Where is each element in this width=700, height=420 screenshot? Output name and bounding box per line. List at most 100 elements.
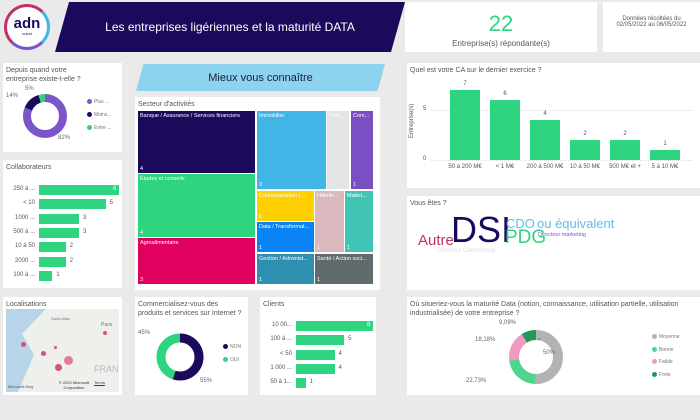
word-autre: Autre [418, 232, 454, 249]
map[interactable]: Saint-Malo Paris FRANC Microsoft Bing © … [6, 309, 119, 392]
legend-item[interactable]: NON [223, 344, 241, 350]
bar[interactable] [39, 185, 119, 195]
y-axis-title: Entreprise(s) [409, 103, 415, 138]
legend-item[interactable]: OUI [223, 357, 239, 363]
map-dot[interactable] [103, 331, 107, 335]
map-dot[interactable] [55, 364, 62, 371]
legend-item[interactable]: Forte [652, 372, 671, 378]
tile-label: Distr... [329, 113, 345, 119]
internet-panel: Commercialisez-vous des produits et serv… [135, 297, 248, 395]
map-terms-link[interactable]: Terms [94, 380, 105, 385]
word-pdg: PDG [505, 227, 547, 248]
page-title: Les entreprises ligériennes et la maturi… [105, 20, 355, 34]
tile-label: Com... [353, 113, 370, 119]
slice-label: 50% [543, 350, 556, 356]
treemap-tile[interactable]: Immobilier 3 [257, 111, 326, 189]
word-ou-equivalent: ou équivalent [537, 216, 615, 231]
bar[interactable] [296, 349, 335, 360]
data-label: 2 [69, 257, 73, 264]
bar[interactable] [39, 256, 66, 267]
bar[interactable] [296, 321, 373, 331]
map-dot[interactable] [41, 351, 46, 356]
bar[interactable] [490, 100, 520, 160]
gridline [431, 110, 693, 111]
bar[interactable] [39, 242, 66, 253]
category-label: 100 à ... [13, 271, 35, 278]
treemap-tile[interactable]: Hôtelle... 1 [315, 191, 344, 252]
category-label: 1000 ... [14, 214, 35, 221]
treemap-tile[interactable]: Distr... 1 [327, 111, 349, 189]
tile-value: 3 [259, 182, 263, 188]
map-dot[interactable] [54, 346, 57, 349]
bar[interactable] [296, 335, 345, 346]
legend-dot-icon [223, 344, 228, 350]
legend-label: Moyenne [659, 334, 680, 340]
bar[interactable] [530, 120, 560, 160]
slice-label: 5% [25, 86, 34, 92]
map-copyright: © 2022 Microsoft Corporation [58, 380, 90, 390]
bar[interactable] [296, 378, 306, 389]
bar[interactable] [296, 363, 335, 374]
legend-item[interactable]: Moins... [87, 112, 112, 118]
bar[interactable] [570, 140, 600, 160]
legend-label: Plus ... [94, 99, 110, 105]
date-card: Données récoltées du 02/05/2022 au 06/05… [603, 2, 700, 52]
bar[interactable] [39, 270, 53, 281]
legend-dot-icon [87, 99, 92, 105]
legend-dot-icon [652, 371, 657, 377]
legend-item[interactable]: Plus ... [87, 99, 109, 105]
slice-label: 22,73% [466, 378, 487, 384]
legend-item[interactable]: Moyenne [652, 334, 680, 340]
treemap-tile[interactable]: Com... 1 [351, 111, 373, 189]
donut-slice-faible[interactable] [509, 330, 563, 384]
legend-item[interactable]: Entre ... [87, 125, 112, 131]
slice-label: 14% [6, 93, 19, 99]
treemap-tile[interactable]: Agroalimentaire 3 [138, 238, 255, 284]
treemap-tile[interactable]: Banque / Assurance / Services financiers… [138, 111, 255, 173]
legend-item[interactable]: Bonne [652, 347, 673, 353]
category-label: 1 000 ... [270, 364, 292, 371]
bar[interactable] [39, 199, 106, 210]
category-label: 10 à 50 M€ [569, 164, 601, 170]
word-cdo: CDO [506, 216, 535, 231]
tile-label: Agroalimentaire [140, 240, 179, 246]
bar[interactable] [39, 227, 79, 238]
data-label: 1 [663, 141, 667, 147]
tile-value: 1 [347, 245, 351, 251]
map-dot[interactable] [64, 356, 73, 365]
legend-label: Faible [659, 359, 673, 365]
place-label: Paris [101, 322, 113, 328]
donut-slice-forte[interactable] [509, 330, 563, 384]
map-panel: Localisations Saint-Malo Paris FRANC Mic… [3, 297, 122, 395]
donut-slice-entre[interactable] [23, 94, 67, 138]
word-directeur-marketing: Directeur marketing [538, 232, 586, 238]
treemap-tile[interactable]: Gestion / Administ... 1 [257, 254, 314, 284]
category-label: 10 à 50 [14, 243, 35, 250]
treemap-tile[interactable]: Data / Transformat... 1 [257, 222, 314, 252]
kpi-card: 22 Entreprise(s) répondante(s) [405, 2, 597, 52]
tile-value: 1 [259, 245, 263, 251]
bar[interactable] [650, 150, 680, 160]
treemap-tile[interactable]: Communication / ... 1 [257, 191, 314, 221]
treemap-tile[interactable]: Matéri... 1 [345, 191, 373, 252]
donut-slice-oui[interactable] [156, 333, 204, 381]
bar[interactable] [39, 213, 79, 224]
treemap-tile[interactable]: Études et conseils 4 [138, 174, 255, 237]
data-label: 6 [503, 91, 507, 97]
legend-item[interactable]: Faible [652, 359, 673, 365]
data-label: 5 [109, 200, 113, 207]
legend-label: Forte [659, 371, 671, 378]
treemap-tile[interactable]: Santé / Action soci... 1 [315, 254, 373, 284]
ca-panel: Quel est votre CA sur le dernier exercic… [407, 63, 700, 188]
map-dot[interactable] [21, 342, 26, 347]
place-label: Saint-Malo [51, 316, 71, 321]
y-tick-label: 0 [423, 156, 427, 162]
category-label: 50 à 200 M€ [448, 164, 482, 170]
bar[interactable] [450, 90, 480, 160]
kpi-label: Entreprise(s) répondante(s) [452, 39, 550, 48]
kpi-value: 22 [488, 11, 514, 36]
legend-label: NON [230, 344, 242, 350]
bar[interactable] [610, 140, 640, 160]
tile-value: 4 [140, 166, 144, 172]
tile-value: 1 [317, 245, 321, 251]
